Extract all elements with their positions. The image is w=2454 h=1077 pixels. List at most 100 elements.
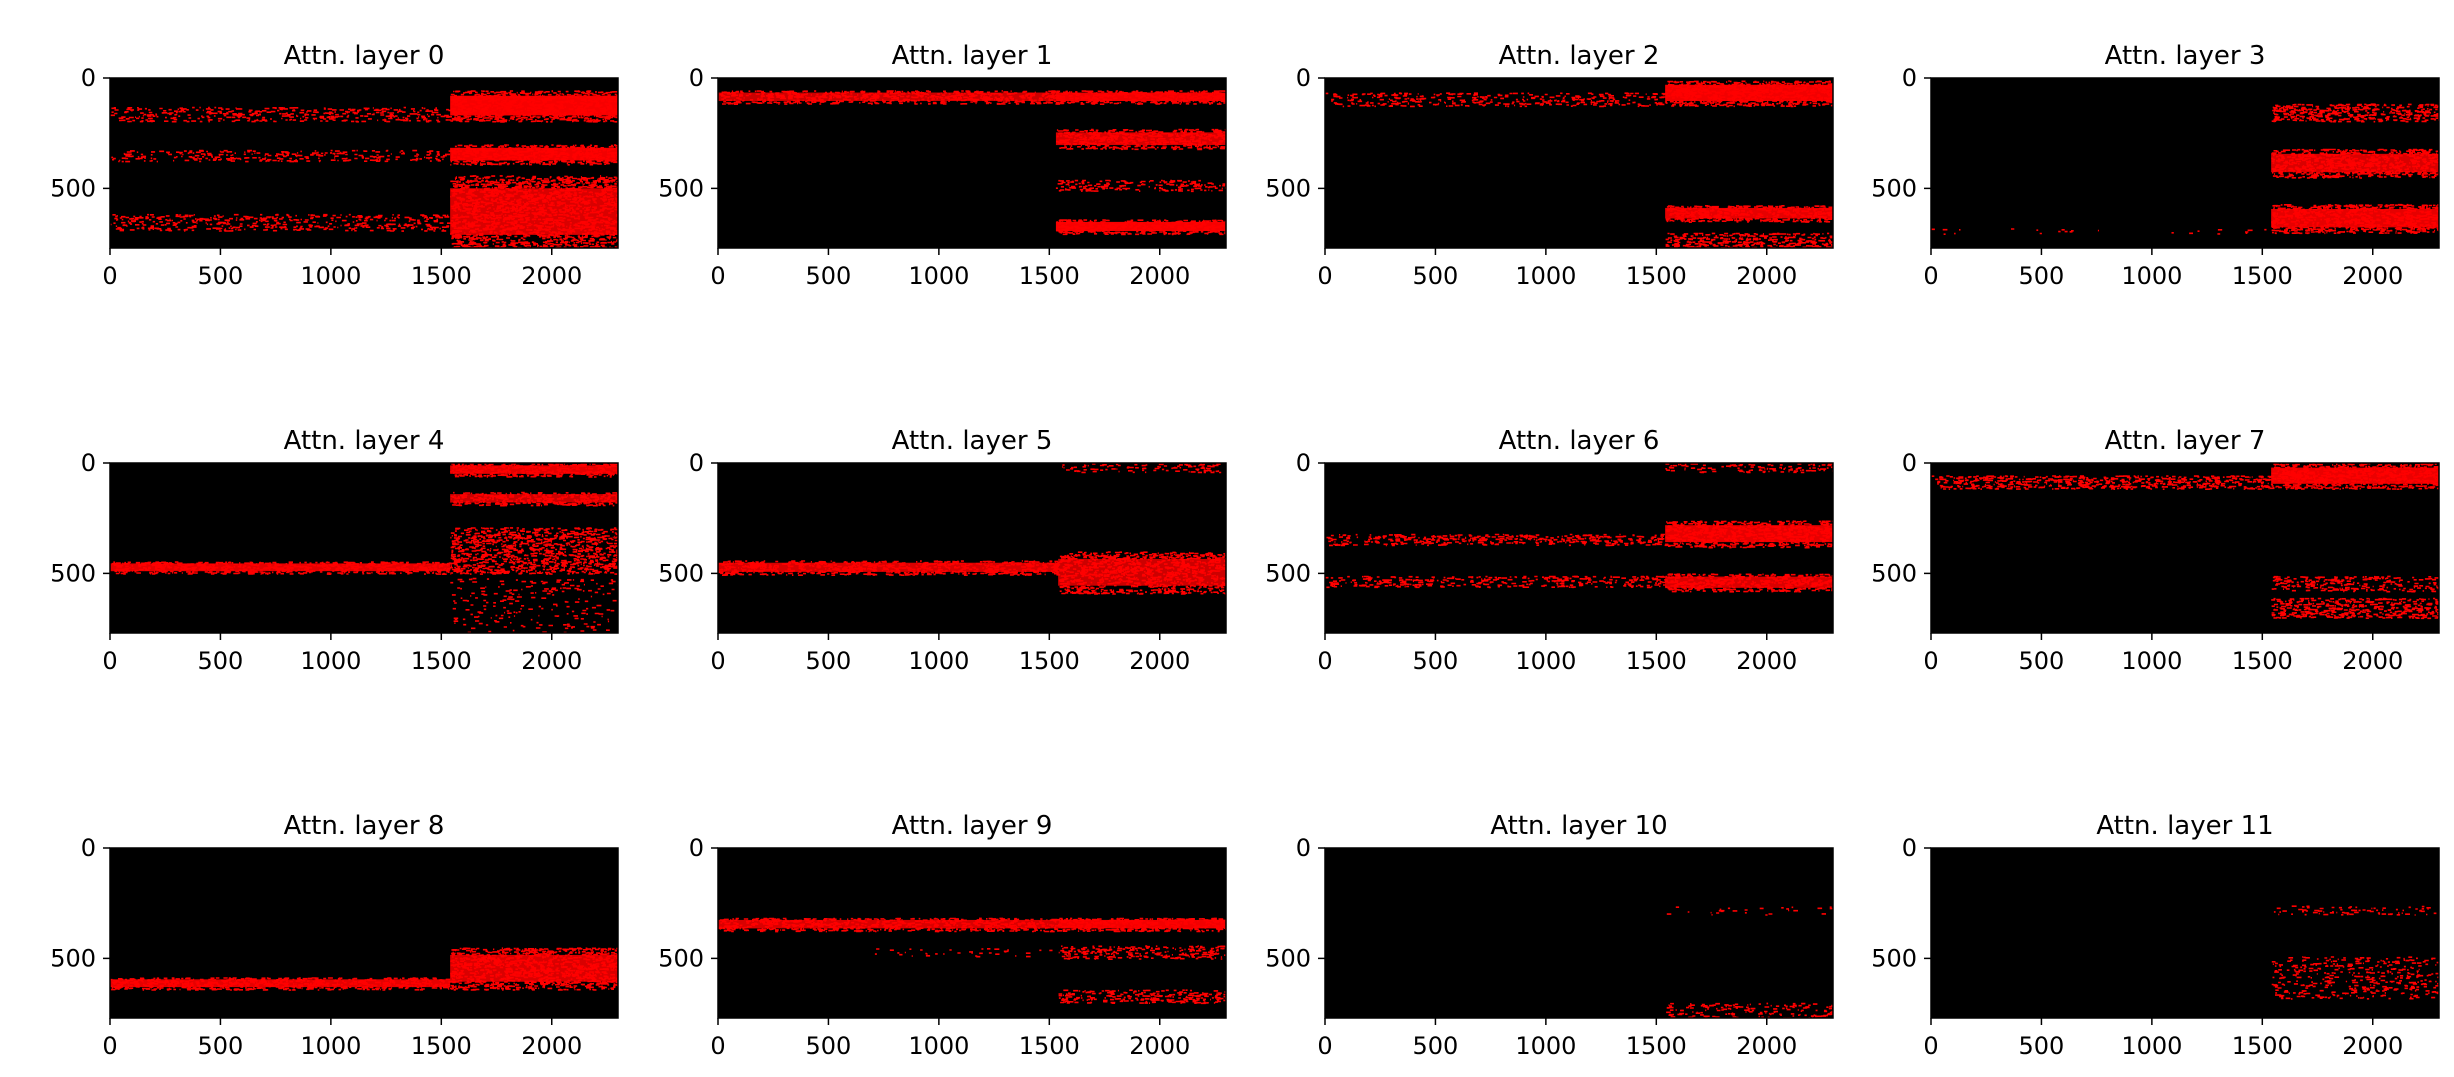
- x-tick-label: 1500: [411, 1032, 472, 1060]
- x-tick-label: 0: [710, 1032, 725, 1060]
- attention-band: [450, 175, 618, 248]
- subplot-title: Attn. layer 7: [2105, 426, 2266, 456]
- heatmap-marks: [1325, 80, 1833, 248]
- y-tick-label: 0: [1296, 449, 1311, 477]
- x-tick-label: 2000: [2342, 262, 2403, 290]
- x-tick-label: 2000: [521, 647, 582, 675]
- x-tick-label: 500: [1413, 262, 1459, 290]
- heatmap-background: [1325, 463, 1833, 633]
- heatmap-marks: [718, 463, 1226, 595]
- heatmap-marks: [1931, 463, 2439, 620]
- attention-band: [1665, 205, 1833, 223]
- y-tick-label: 0: [81, 834, 96, 862]
- heatmap-marks: [1931, 103, 2439, 235]
- y-tick-label: 500: [658, 559, 704, 587]
- x-tick-label: 0: [102, 647, 117, 675]
- axes-frame: [717, 77, 1227, 249]
- x-tick-label: 1500: [1626, 262, 1687, 290]
- y-tick-label: 0: [1296, 834, 1311, 862]
- y-tick-label: 0: [81, 449, 96, 477]
- x-tick-label: 2000: [1736, 647, 1797, 675]
- y-tick-label: 500: [50, 174, 96, 202]
- attention-band: [110, 213, 452, 232]
- heatmap-background: [718, 848, 1226, 1018]
- attention-band: [2271, 597, 2439, 620]
- x-tick-label: 1500: [1019, 647, 1080, 675]
- heatmap-marks: [110, 90, 618, 248]
- attention-band: [2271, 575, 2439, 593]
- x-tick-label: 0: [710, 647, 725, 675]
- y-tick-label: 0: [1902, 834, 1917, 862]
- attention-band: [110, 561, 453, 575]
- attention-band: [874, 948, 1053, 958]
- x-tick-label: 2000: [1129, 1032, 1190, 1060]
- axes-frame: [109, 847, 619, 1019]
- x-tick-label: 0: [102, 262, 117, 290]
- subplot-title: Attn. layer 1: [892, 41, 1053, 71]
- x-tick-label: 1500: [2232, 1032, 2293, 1060]
- y-tick-label: 0: [1902, 449, 1917, 477]
- subplot-title: Attn. layer 6: [1499, 426, 1660, 456]
- attention-band: [1665, 232, 1833, 248]
- attention-band: [718, 917, 1063, 933]
- subplot: Attn. layer 9 0 500 1000 1500 2000 0 500: [658, 811, 1227, 1060]
- x-tick-label: 500: [806, 647, 852, 675]
- y-tick-label: 0: [1296, 64, 1311, 92]
- x-tick-label: 1000: [1515, 647, 1576, 675]
- x-tick-label: 1000: [1515, 1032, 1576, 1060]
- x-tick-label: 1500: [1626, 647, 1687, 675]
- attention-band: [1931, 228, 2267, 235]
- y-tick-label: 500: [658, 944, 704, 972]
- x-tick-label: 0: [710, 262, 725, 290]
- attention-band: [2271, 956, 2439, 1000]
- x-tick-label: 2000: [2342, 1032, 2403, 1060]
- y-tick-label: 500: [1265, 944, 1311, 972]
- subplot-title: Attn. layer 2: [1499, 41, 1660, 71]
- y-tick-label: 0: [1902, 64, 1917, 92]
- x-tick-label: 1000: [908, 262, 969, 290]
- attention-band: [718, 560, 1061, 576]
- subplot: Attn. layer 10 0 500 1000 1500 2000 0 500: [1265, 811, 1834, 1060]
- subplot-title: Attn. layer 5: [892, 426, 1053, 456]
- x-tick-label: 0: [1923, 1032, 1938, 1060]
- x-tick-label: 0: [1317, 647, 1332, 675]
- x-tick-label: 2000: [1736, 1032, 1797, 1060]
- attention-band: [718, 90, 1061, 105]
- attention-band: [1058, 551, 1226, 595]
- x-tick-label: 1500: [1019, 262, 1080, 290]
- axes-frame: [1930, 77, 2440, 249]
- subplot-title: Attn. layer 10: [1490, 811, 1667, 841]
- axes-frame: [1324, 77, 1834, 249]
- x-tick-label: 1500: [1019, 1032, 1080, 1060]
- attention-band: [450, 463, 618, 478]
- x-tick-label: 1000: [300, 647, 361, 675]
- attention-band: [1055, 179, 1226, 193]
- subplot-title: Attn. layer 3: [2105, 41, 2266, 71]
- subplot: Attn. layer 3 0 500 1000 1500 2000 0 500: [1871, 41, 2440, 290]
- subplot: Attn. layer 1 0 500 1000 1500 2000 0 500: [658, 41, 1227, 290]
- heatmap-marks: [110, 463, 618, 633]
- attention-band: [1058, 989, 1226, 1005]
- y-tick-label: 500: [1871, 559, 1917, 587]
- heatmap-background: [1931, 848, 2439, 1018]
- x-tick-label: 2000: [1129, 262, 1190, 290]
- x-tick-label: 1000: [2121, 647, 2182, 675]
- x-tick-label: 500: [806, 262, 852, 290]
- heatmap-background: [110, 848, 618, 1018]
- x-tick-label: 2000: [521, 262, 582, 290]
- subplot-title: Attn. layer 11: [2096, 811, 2273, 841]
- attention-band: [1665, 520, 1833, 549]
- axes-frame: [1930, 847, 2440, 1019]
- heatmap-marks: [2271, 905, 2439, 1000]
- attention-band: [450, 491, 618, 507]
- attention-band: [450, 577, 618, 633]
- x-tick-label: 1000: [908, 1032, 969, 1060]
- y-tick-label: 0: [689, 449, 704, 477]
- attention-band: [450, 527, 618, 575]
- heatmap-marks: [110, 947, 618, 991]
- heatmap-marks: [718, 90, 1226, 236]
- y-tick-label: 500: [1265, 174, 1311, 202]
- x-tick-label: 2000: [1129, 647, 1190, 675]
- x-tick-label: 1500: [411, 647, 472, 675]
